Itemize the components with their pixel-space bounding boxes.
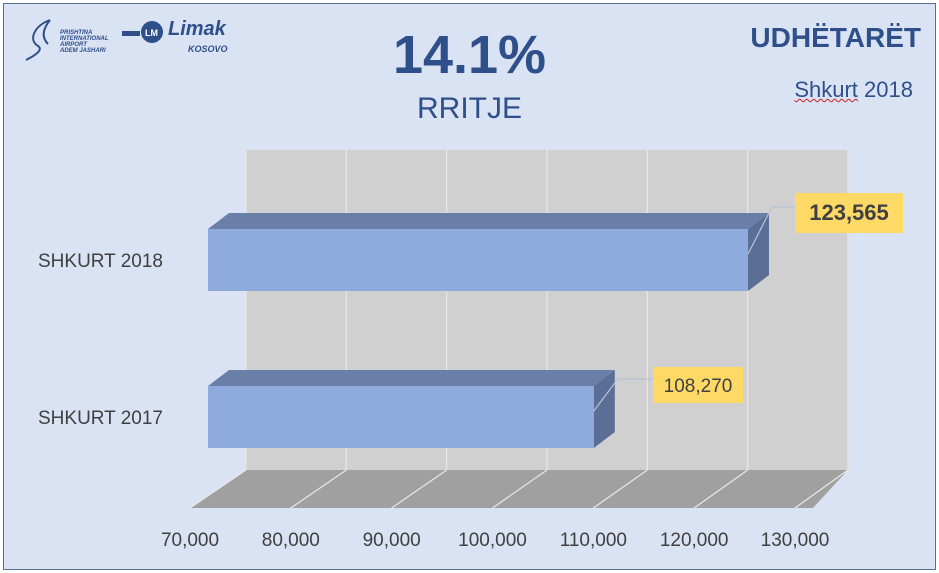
leader-line bbox=[593, 378, 653, 412]
x-tick-label: 70,000 bbox=[161, 530, 219, 551]
page-title: UDHËTARËT bbox=[750, 22, 921, 53]
floor-gridline bbox=[592, 469, 648, 509]
limak-text: Limak bbox=[168, 18, 226, 40]
floor-gridline bbox=[290, 469, 347, 509]
x-tick-label: 120,000 bbox=[660, 530, 729, 551]
airport-bird-icon bbox=[25, 19, 51, 61]
period-month: Shkurt bbox=[794, 77, 858, 102]
x-tick-label: 130,000 bbox=[761, 530, 830, 551]
bar-side-face bbox=[748, 213, 769, 291]
period-year: 2018 bbox=[864, 77, 913, 102]
limak-mark-icon: LM bbox=[122, 21, 163, 43]
floor-gridline bbox=[391, 469, 448, 509]
floor-gridline bbox=[794, 469, 849, 509]
growth-value: 14.1% bbox=[392, 25, 547, 85]
floor-gridline bbox=[492, 469, 548, 509]
leader-line bbox=[747, 206, 795, 255]
data-label-box bbox=[795, 193, 903, 233]
floor-gridline bbox=[189, 469, 247, 509]
category-label: SHKURT 2017 bbox=[38, 408, 163, 429]
period-label: Shkurt 2018 bbox=[794, 77, 913, 103]
data-label: 123,565 bbox=[809, 200, 889, 225]
airport-logo-text: PRISHTINA INTERNATIONAL AIRPORT ADEM JASHAR… bbox=[60, 30, 109, 54]
x-tick-label: 100,000 bbox=[458, 530, 527, 551]
growth-label: RRITJE bbox=[417, 92, 522, 125]
svg-text:LM: LM bbox=[145, 28, 158, 38]
x-tick-label: 110,000 bbox=[560, 530, 627, 551]
x-tick-label: 90,000 bbox=[363, 530, 421, 551]
category-label: SHKURT 2018 bbox=[38, 251, 163, 272]
x-tick-label: 80,000 bbox=[262, 530, 320, 551]
bar bbox=[208, 386, 594, 448]
limak-logo: LM Limak KOSOVO bbox=[120, 18, 250, 58]
floor-gridline bbox=[693, 469, 749, 509]
airport-logo: PRISHTINA INTERNATIONAL AIRPORT ADEM JASHAR… bbox=[24, 16, 174, 66]
bar-top-face bbox=[208, 213, 769, 229]
bar-top-face bbox=[208, 370, 615, 386]
kosovo-text: KOSOVO bbox=[188, 44, 228, 54]
data-label: 108,270 bbox=[664, 376, 733, 397]
data-label-box bbox=[653, 367, 743, 403]
bar bbox=[208, 229, 748, 291]
